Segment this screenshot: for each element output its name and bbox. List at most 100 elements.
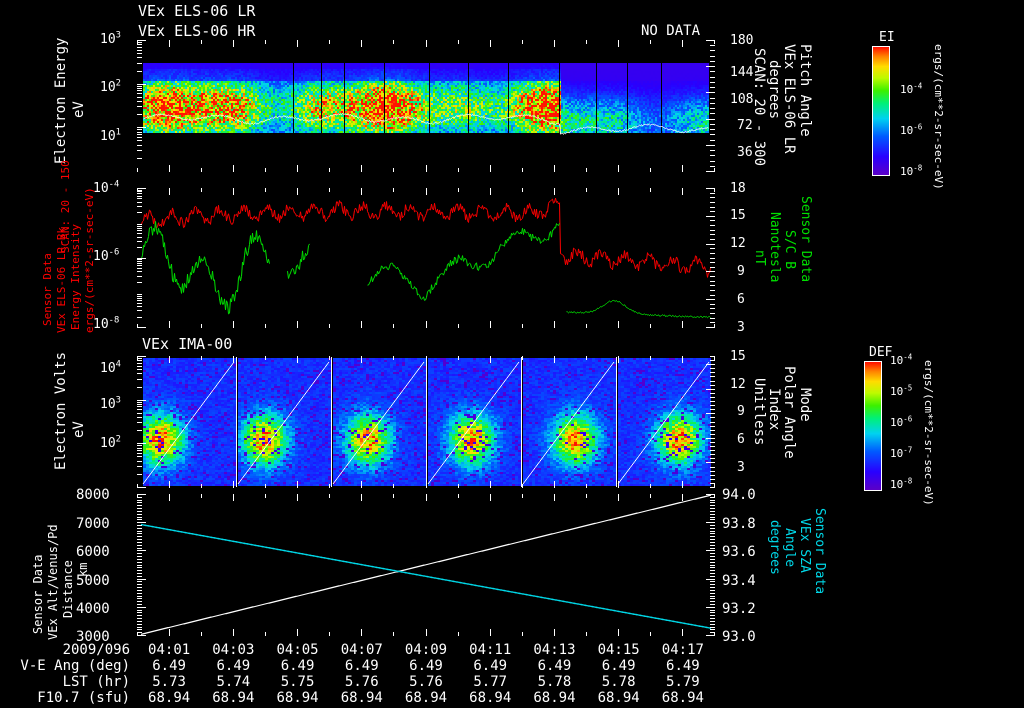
panel4-lineplot (137, 494, 715, 636)
panel4-ytick-8000: 8000 (76, 487, 110, 503)
footer-row-f107-label: F10.7 (sfu) (37, 690, 130, 706)
panel1-right-tick-144: 144 (730, 65, 754, 80)
panel2-left-label-0: Sensor Data (41, 253, 54, 326)
footer-row-ve-ang-cell: 6.49 (666, 658, 700, 674)
footer-row-ve-ang-cell: 6.49 (280, 658, 315, 674)
panel4-ytick-4000: 4000 (76, 601, 110, 617)
panel3-colorbar (864, 361, 882, 491)
footer-row-lst-cell: 5.76 (409, 674, 443, 690)
footer-row-f107-cell: 68.94 (661, 690, 704, 706)
footer-row-ve-ang-cell: 6.49 (409, 658, 443, 674)
footer-row-lst-cell: 5.75 (280, 674, 315, 690)
panel2-left-label-4: SCAN: 20 - 150 (59, 160, 72, 253)
panel3-title: VEx IMA-00 (142, 335, 233, 353)
panel3-ytick-1: 104 (100, 359, 121, 376)
panel3-ytick-2: 103 (100, 395, 121, 412)
footer-row-lst-cell: 5.79 (666, 674, 700, 690)
panel3-colorbar-gradient (865, 362, 881, 490)
panel1-colorbar (872, 46, 890, 176)
panel2-lineplot (137, 188, 715, 328)
panel3-colorbar-units: ergs/(cm**2-sr-sec-eV) (922, 360, 935, 506)
panel2-right-tick-18: 18 (730, 181, 746, 196)
panel3-right-axis-sub3: Unitless (751, 378, 767, 446)
panel4-right-tick-936: 93.6 (722, 544, 756, 560)
footer-row-lst-cell: 5.73 (152, 674, 186, 690)
footer-row-f107-cell: 68.94 (148, 690, 191, 706)
panel4-ytick-7000: 7000 (76, 516, 110, 532)
panel3-right-tick-6: 6 (737, 432, 745, 447)
footer-row-lst-cell: 5.76 (344, 674, 379, 690)
footer-row-f107-cell: 68.94 (276, 690, 319, 706)
panel3-ytick-3: 102 (100, 434, 121, 451)
footer-row-ve-ang-cell: 6.49 (216, 658, 251, 674)
footer-row-time-cell: 04:03 (212, 642, 255, 658)
panel3-cbar-tick-1: 10-4 (890, 352, 913, 367)
panel1-cbar-tick-2: 10-6 (900, 122, 923, 137)
panel1-title-hr: VEx ELS-06 HR (138, 22, 256, 40)
panel2-ytick-3: 10-8 (93, 315, 120, 332)
panel1-right-tick-180: 180 (730, 33, 754, 48)
panel3-right-tick-9: 9 (737, 404, 745, 419)
panel2-ytick-2: 10-6 (93, 247, 120, 264)
panel1-ytick-10: 101 (100, 127, 121, 144)
panel3-right-axis-sub1: Polar Angle (781, 366, 797, 459)
panel1-title-lr: VEx ELS-06 LR (138, 2, 256, 20)
panel4-right-tick-930: 93.0 (722, 629, 756, 645)
panel4-right-tick-938: 93.8 (722, 516, 756, 532)
panel3-colorbar-label: DEF (869, 345, 893, 360)
footer-row-lst-cell: 5.78 (537, 674, 572, 690)
panel2-ytick-1: 10-4 (93, 179, 120, 196)
panel3-right-tick-15: 15 (730, 349, 746, 364)
panel3-right-axis-sub2: Index (766, 388, 782, 431)
panel2-right-label-2: Nanotesla (767, 212, 782, 283)
panel4-right-tick-934: 93.4 (722, 573, 756, 589)
panel3-cbar-tick-3: 10-6 (890, 414, 913, 429)
panel4-right-label-2: Angle (782, 528, 797, 568)
panel1-left-axis-label: Electron Energy (53, 37, 69, 164)
panel1-ytick-1000: 103 (100, 30, 121, 47)
footer-row-time-label: 2009/096 (62, 642, 130, 658)
panel3-left-axis-units: eV (71, 421, 87, 438)
footer-row-ve-ang-cell: 6.49 (601, 658, 636, 674)
footer-row-lst-cell: 5.74 (216, 674, 251, 690)
panel3-right-axis-label: Mode (797, 388, 813, 422)
footer-row-time-cell: 04:05 (276, 642, 319, 658)
panel3-left-axis-label: Electron Volts (53, 351, 69, 470)
panel4-ytick-6000: 6000 (76, 544, 110, 560)
panel2-right-label-0: Sensor Data (798, 196, 813, 283)
panel1-right-axis-sub3: SCAN: 20 - 300 (751, 48, 767, 167)
panel1-left-axis-units: eV (71, 101, 87, 118)
panel2-right-tick-15: 15 (730, 208, 746, 223)
panel1-right-tick-72: 72 (737, 118, 753, 133)
panel3-right-tick-12: 12 (730, 377, 746, 392)
footer-row-ve-ang-cell: 6.49 (344, 658, 379, 674)
footer-row-ve-ang-label: V-E Ang (deg) (20, 658, 130, 674)
panel4-left-label-2: Distance (61, 560, 75, 618)
panel4-left-label-0: Sensor Data (31, 554, 45, 634)
footer-row-lst-cell: 5.78 (601, 674, 636, 690)
panel1-colorbar-gradient (873, 47, 889, 175)
panel2-right-tick-6: 6 (737, 292, 745, 307)
panel3-cbar-tick-4: 10-7 (890, 445, 913, 460)
panel3-cbar-tick-5: 10-8 (890, 476, 913, 491)
footer-row-f107-cell: 68.94 (597, 690, 640, 706)
panel1-no-data-label: NO DATA (641, 23, 701, 39)
panel1-spectrogram (137, 40, 715, 172)
panel2-right-tick-9: 9 (737, 264, 745, 279)
panel3-spectrogram (137, 356, 715, 488)
panel1-right-axis-label: Pitch Angle (797, 44, 813, 137)
panel1-colorbar-units: ergs/(cm**2-sr-sec-eV) (932, 44, 945, 190)
panel2-right-tick-12: 12 (730, 236, 746, 251)
footer-row-ve-ang-cell: 6.49 (537, 658, 572, 674)
footer-row-f107-cell: 68.94 (340, 690, 383, 706)
panel1-cbar-tick-3: 10-8 (900, 163, 923, 178)
footer-row-ve-ang-cell: 6.49 (152, 658, 186, 674)
footer-row-f107-cell: 68.94 (212, 690, 255, 706)
panel1-cbar-tick-1: 10-4 (900, 81, 923, 96)
panel4-right-tick-932: 93.2 (722, 601, 756, 617)
footer-row-lst-cell: 5.77 (473, 674, 508, 690)
panel4-right-label-0: Sensor Data (812, 508, 827, 595)
panel4-left-label-3: km (76, 562, 90, 577)
panel1-right-tick-108: 108 (730, 92, 754, 107)
